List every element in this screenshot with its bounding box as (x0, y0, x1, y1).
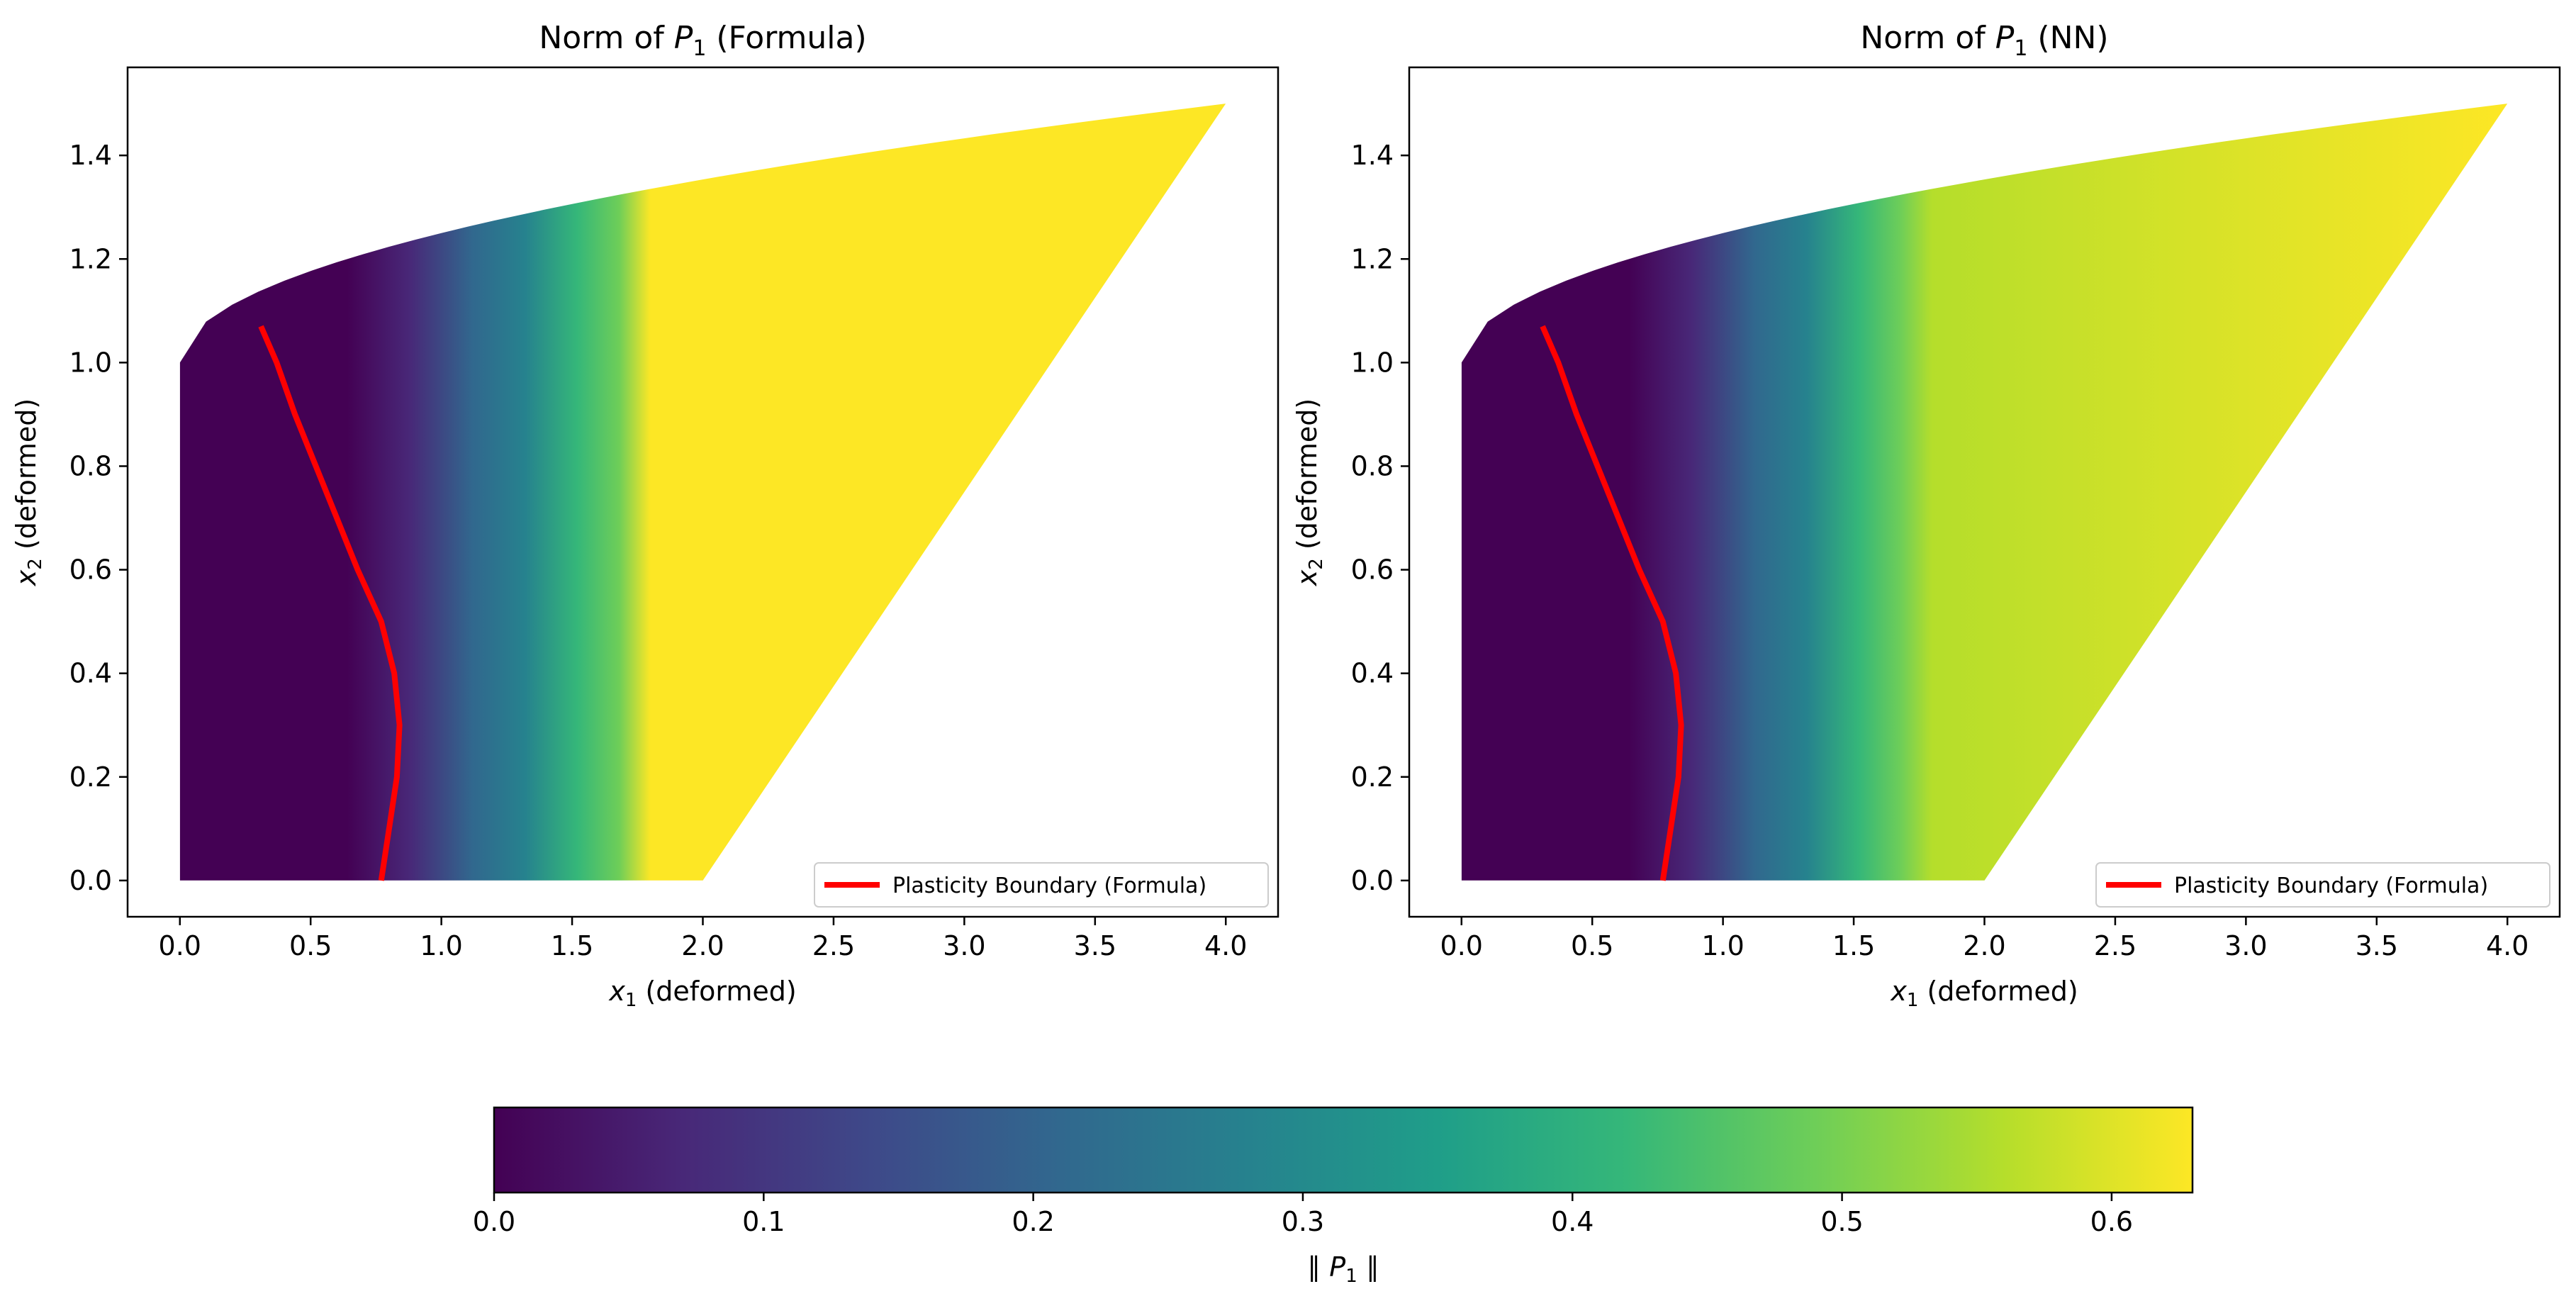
right-heatmap-field (1461, 104, 2508, 881)
y-tick-label: 0.4 (69, 658, 112, 689)
left-ylabel-subscript: 2 (25, 558, 46, 570)
left-y-axis-label: x2 (deformed) (11, 398, 46, 586)
right-legend-box (2095, 862, 2550, 908)
x-tick-label: 0.0 (1440, 930, 1483, 961)
x-tick-label: 2.5 (812, 930, 855, 961)
right-xlabel-symbol: x (1890, 976, 1907, 1007)
right-y-axis-label: x2 (deformed) (1292, 398, 1327, 586)
colorbar-tick-label: 0.2 (1012, 1206, 1054, 1237)
x-tick-label: 2.0 (681, 930, 724, 961)
left-xlabel-suffix: (deformed) (637, 976, 796, 1007)
y-tick-label: 0.0 (1351, 865, 1394, 896)
left-panel: 0.0 0.5 1.0 1.5 2.0 2.5 3.0 3.5 4.0 0.0 0.2 0.4 0.6… (11, 20, 1279, 1011)
right-panel-title: Norm of P1 (NN) (1860, 20, 2108, 61)
right-xlabel-suffix: (deformed) (1918, 976, 2078, 1007)
left-ylabel-suffix: (deformed) (11, 398, 42, 558)
left-title-suffix: (Formula) (706, 20, 866, 56)
right-x-axis-label: x1 (deformed) (1890, 976, 2078, 1011)
left-ylabel-symbol: x (11, 569, 42, 586)
left-plasticity-boundary-line (258, 325, 403, 881)
left-x-ticks: 0.0 0.5 1.0 1.5 2.0 2.5 3.0 3.5 4.0 (159, 917, 1247, 961)
y-tick-label: 0.0 (69, 865, 112, 896)
left-y-ticks: 0.0 0.2 0.4 0.6 0.8 1.0 1.2 1.4 (69, 140, 128, 896)
colorbar-tick-label: 0.1 (742, 1206, 785, 1237)
right-title-symbol: P (1995, 20, 2015, 56)
right-legend-label: Plasticity Boundary (Formula) (2174, 874, 2488, 898)
colorbar-tick-label: 0.3 (1282, 1206, 1324, 1237)
x-tick-label: 3.0 (2224, 930, 2267, 961)
right-title-subscript: 1 (2014, 36, 2027, 61)
x-tick-label: 4.0 (1204, 930, 1247, 961)
x-tick-label: 0.5 (289, 930, 332, 961)
left-title-prefix: Norm of (539, 20, 673, 56)
y-tick-label: 1.0 (1351, 347, 1394, 378)
x-tick-label: 0.5 (1571, 930, 1613, 961)
left-title-symbol: P (674, 20, 693, 56)
right-legend: Plasticity Boundary (Formula) (2095, 862, 2550, 908)
colorbar-label-subscript: 1 (1345, 1266, 1357, 1287)
right-field-area (1461, 104, 2508, 881)
colorbar-tick-label: 0.5 (1820, 1206, 1863, 1237)
x-tick-label: 4.0 (2486, 930, 2529, 961)
y-tick-label: 1.4 (1351, 140, 1394, 171)
right-plasticity-boundary-line (1540, 325, 1684, 881)
y-tick-label: 0.2 (69, 761, 112, 793)
y-tick-label: 0.4 (1351, 658, 1394, 689)
y-tick-label: 0.6 (1351, 554, 1394, 586)
colorbar-label-close: ∥ (1357, 1251, 1379, 1283)
right-ylabel-symbol: x (1292, 569, 1323, 586)
left-heatmap-field (179, 104, 1226, 881)
right-title-prefix: Norm of (1860, 20, 1995, 56)
colorbar-tick-label: 0.0 (473, 1206, 515, 1237)
x-tick-label: 0.0 (159, 930, 201, 961)
colorbar-ticks: 0.0 0.1 0.2 0.3 0.4 0.5 0.6 (473, 1193, 2133, 1237)
left-title-subscript: 1 (693, 36, 706, 61)
colorbar-tick-label: 0.6 (2090, 1206, 2133, 1237)
x-tick-label: 1.5 (551, 930, 593, 961)
y-tick-label: 1.2 (1351, 243, 1394, 274)
x-tick-label: 1.5 (1832, 930, 1875, 961)
left-panel-title: Norm of P1 (Formula) (539, 20, 866, 61)
left-legend-label: Plasticity Boundary (Formula) (892, 874, 1206, 898)
y-tick-label: 0.2 (1351, 761, 1394, 793)
left-xlabel-symbol: x (608, 976, 625, 1007)
y-tick-label: 1.2 (69, 243, 112, 274)
left-x-axis-label: x1 (deformed) (608, 976, 796, 1011)
colorbar-label-open: ∥ (1307, 1251, 1329, 1283)
right-panel: 0.0 0.5 1.0 1.5 2.0 2.5 3.0 3.5 4.0 0.0 0.2 0.4 0.6… (1292, 20, 2561, 1011)
x-tick-label: 3.0 (943, 930, 985, 961)
right-ylabel-subscript: 2 (1306, 558, 1327, 570)
x-tick-label: 2.0 (1963, 930, 2005, 961)
right-x-ticks: 0.0 0.5 1.0 1.5 2.0 2.5 3.0 3.5 4.0 (1440, 917, 2529, 961)
y-tick-label: 0.8 (1351, 450, 1394, 481)
y-tick-label: 1.0 (69, 347, 112, 378)
left-legend: Plasticity Boundary (Formula) (814, 862, 1269, 908)
colorbar-tick-label: 0.4 (1551, 1206, 1594, 1237)
right-xlabel-subscript: 1 (1907, 990, 1919, 1011)
x-tick-label: 1.0 (420, 930, 462, 961)
right-ylabel-suffix: (deformed) (1292, 398, 1323, 558)
colorbar-gradient (493, 1106, 2194, 1194)
left-legend-box (814, 862, 1269, 908)
y-tick-label: 1.4 (69, 140, 112, 171)
right-y-ticks: 0.0 0.2 0.4 0.6 0.8 1.0 1.2 1.4 (1351, 140, 1409, 896)
x-tick-label: 1.0 (1701, 930, 1744, 961)
y-tick-label: 0.8 (69, 450, 112, 481)
x-tick-label: 2.5 (2094, 930, 2137, 961)
y-tick-label: 0.6 (69, 554, 112, 586)
colorbar: 0.0 0.1 0.2 0.3 0.4 0.5 0.6 ∥ P1 ∥ (473, 1106, 2194, 1287)
colorbar-label-symbol: P (1329, 1251, 1345, 1283)
right-title-suffix: (NN) (2027, 20, 2108, 56)
colorbar-label: ∥ P1 ∥ (1307, 1251, 1379, 1287)
left-xlabel-subscript: 1 (625, 990, 637, 1011)
left-field-area (179, 104, 1226, 881)
x-tick-label: 3.5 (2356, 930, 2398, 961)
x-tick-label: 3.5 (1074, 930, 1116, 961)
